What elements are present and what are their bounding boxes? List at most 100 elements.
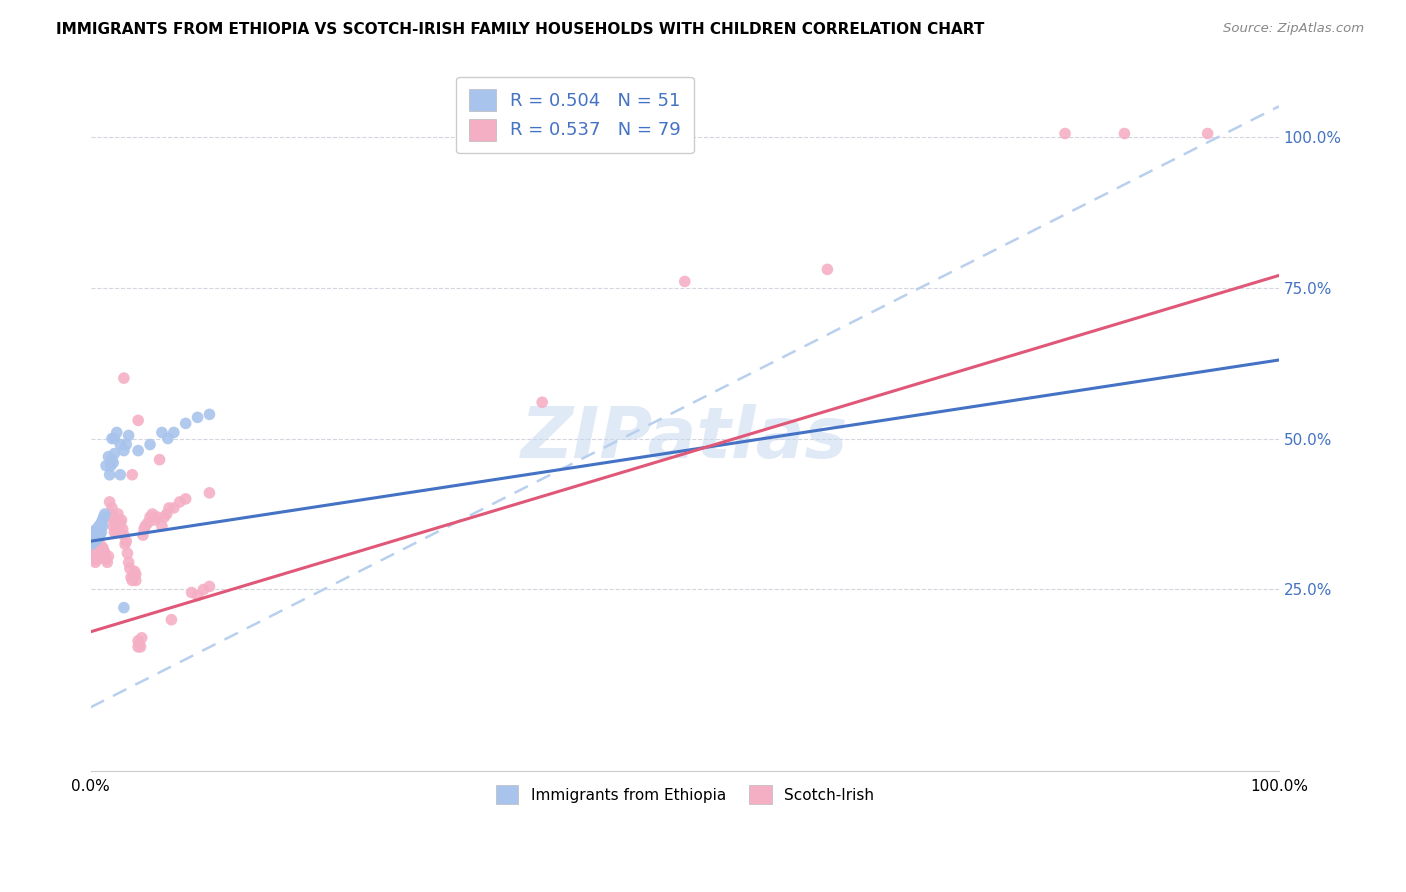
Point (127, 413, 149, 427)
Point (153, 510, 176, 524)
Point (131, 631, 153, 645)
Point (82, 537, 104, 551)
Point (87, 519, 110, 533)
Point (91, 519, 114, 533)
Point (180, 585, 202, 599)
Point (169, 495, 191, 509)
Point (115, 534, 138, 549)
Point (94, 507, 117, 521)
Point (80, 537, 103, 551)
Point (83, 525, 105, 540)
Point (98, 467, 121, 482)
Point (86, 522, 108, 536)
Point (87, 529, 110, 543)
Point (110, 516, 132, 530)
Point (82, 549, 104, 564)
Point (87, 534, 110, 549)
Point (97, 549, 120, 564)
Point (103, 447, 125, 461)
Point (146, 510, 169, 524)
Point (112, 600, 135, 615)
Point (90, 516, 112, 530)
Point (110, 467, 132, 482)
Point (112, 443, 135, 458)
Point (114, 537, 136, 551)
Point (101, 452, 124, 467)
Text: IMMIGRANTS FROM ETHIOPIA VS SCOTCH-IRISH FAMILY HOUSEHOLDS WITH CHILDREN CORRELA: IMMIGRANTS FROM ETHIOPIA VS SCOTCH-IRISH… (56, 22, 984, 37)
Point (112, 371, 135, 385)
Point (84, 527, 107, 541)
Point (187, 410, 209, 425)
Point (118, 561, 141, 575)
Point (89, 524, 111, 538)
Point (94, 546, 117, 560)
Point (815, 262, 838, 277)
Point (103, 519, 125, 533)
Point (105, 525, 128, 540)
Point (103, 432, 125, 446)
Point (80, 540, 103, 554)
Point (124, 565, 146, 579)
Point (89, 540, 111, 554)
Point (94, 552, 117, 566)
Point (117, 555, 139, 569)
Point (101, 432, 124, 446)
Point (83, 534, 105, 549)
Point (193, 582, 215, 597)
Point (97, 450, 120, 464)
Point (83, 543, 105, 558)
Point (86, 549, 108, 564)
Text: Source: ZipAtlas.com: Source: ZipAtlas.com (1223, 22, 1364, 36)
Point (84, 555, 107, 569)
Legend: Immigrants from Ethiopia, Scotch-Irish: Immigrants from Ethiopia, Scotch-Irish (484, 773, 886, 816)
Point (107, 507, 129, 521)
Point (96, 555, 118, 569)
Point (1197, 127, 1219, 141)
Point (105, 425, 128, 440)
Point (110, 513, 132, 527)
Point (93, 510, 115, 524)
Point (87, 527, 110, 541)
Point (83, 529, 105, 543)
Point (108, 519, 131, 533)
Point (163, 425, 186, 440)
Point (93, 543, 115, 558)
Point (103, 456, 125, 470)
Point (86, 537, 108, 551)
Point (134, 519, 156, 533)
Point (150, 519, 173, 533)
Point (198, 486, 221, 500)
Point (100, 507, 122, 521)
Point (157, 500, 180, 515)
Point (100, 458, 122, 473)
Point (110, 437, 132, 451)
Point (156, 432, 179, 446)
Point (117, 428, 139, 442)
Point (148, 452, 170, 467)
Point (87, 531, 110, 545)
Point (163, 500, 186, 515)
Point (86, 543, 108, 558)
Point (94, 458, 117, 473)
Point (143, 513, 166, 527)
Point (80, 543, 103, 558)
Point (82, 546, 104, 560)
Point (111, 522, 134, 536)
Point (127, 640, 149, 654)
Text: ZIPatlas: ZIPatlas (522, 404, 848, 473)
Point (174, 491, 197, 506)
Point (98, 495, 121, 509)
Point (120, 570, 142, 584)
Point (89, 528, 111, 542)
Point (127, 633, 149, 648)
Point (80, 534, 103, 549)
Point (87, 525, 110, 540)
Point (129, 640, 152, 654)
Point (84, 540, 107, 554)
Point (128, 637, 150, 651)
Point (187, 589, 209, 603)
Point (139, 437, 162, 451)
Point (91, 540, 114, 554)
Point (103, 510, 125, 524)
Point (91, 549, 114, 564)
